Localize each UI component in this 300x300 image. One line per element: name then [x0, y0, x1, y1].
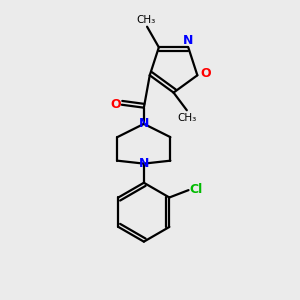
- Text: O: O: [110, 98, 121, 111]
- Text: N: N: [139, 157, 149, 170]
- Text: N: N: [139, 117, 149, 130]
- Text: CH₃: CH₃: [178, 112, 197, 123]
- Text: Cl: Cl: [190, 183, 203, 196]
- Text: CH₃: CH₃: [137, 15, 156, 25]
- Text: O: O: [200, 67, 211, 80]
- Text: N: N: [183, 34, 194, 47]
